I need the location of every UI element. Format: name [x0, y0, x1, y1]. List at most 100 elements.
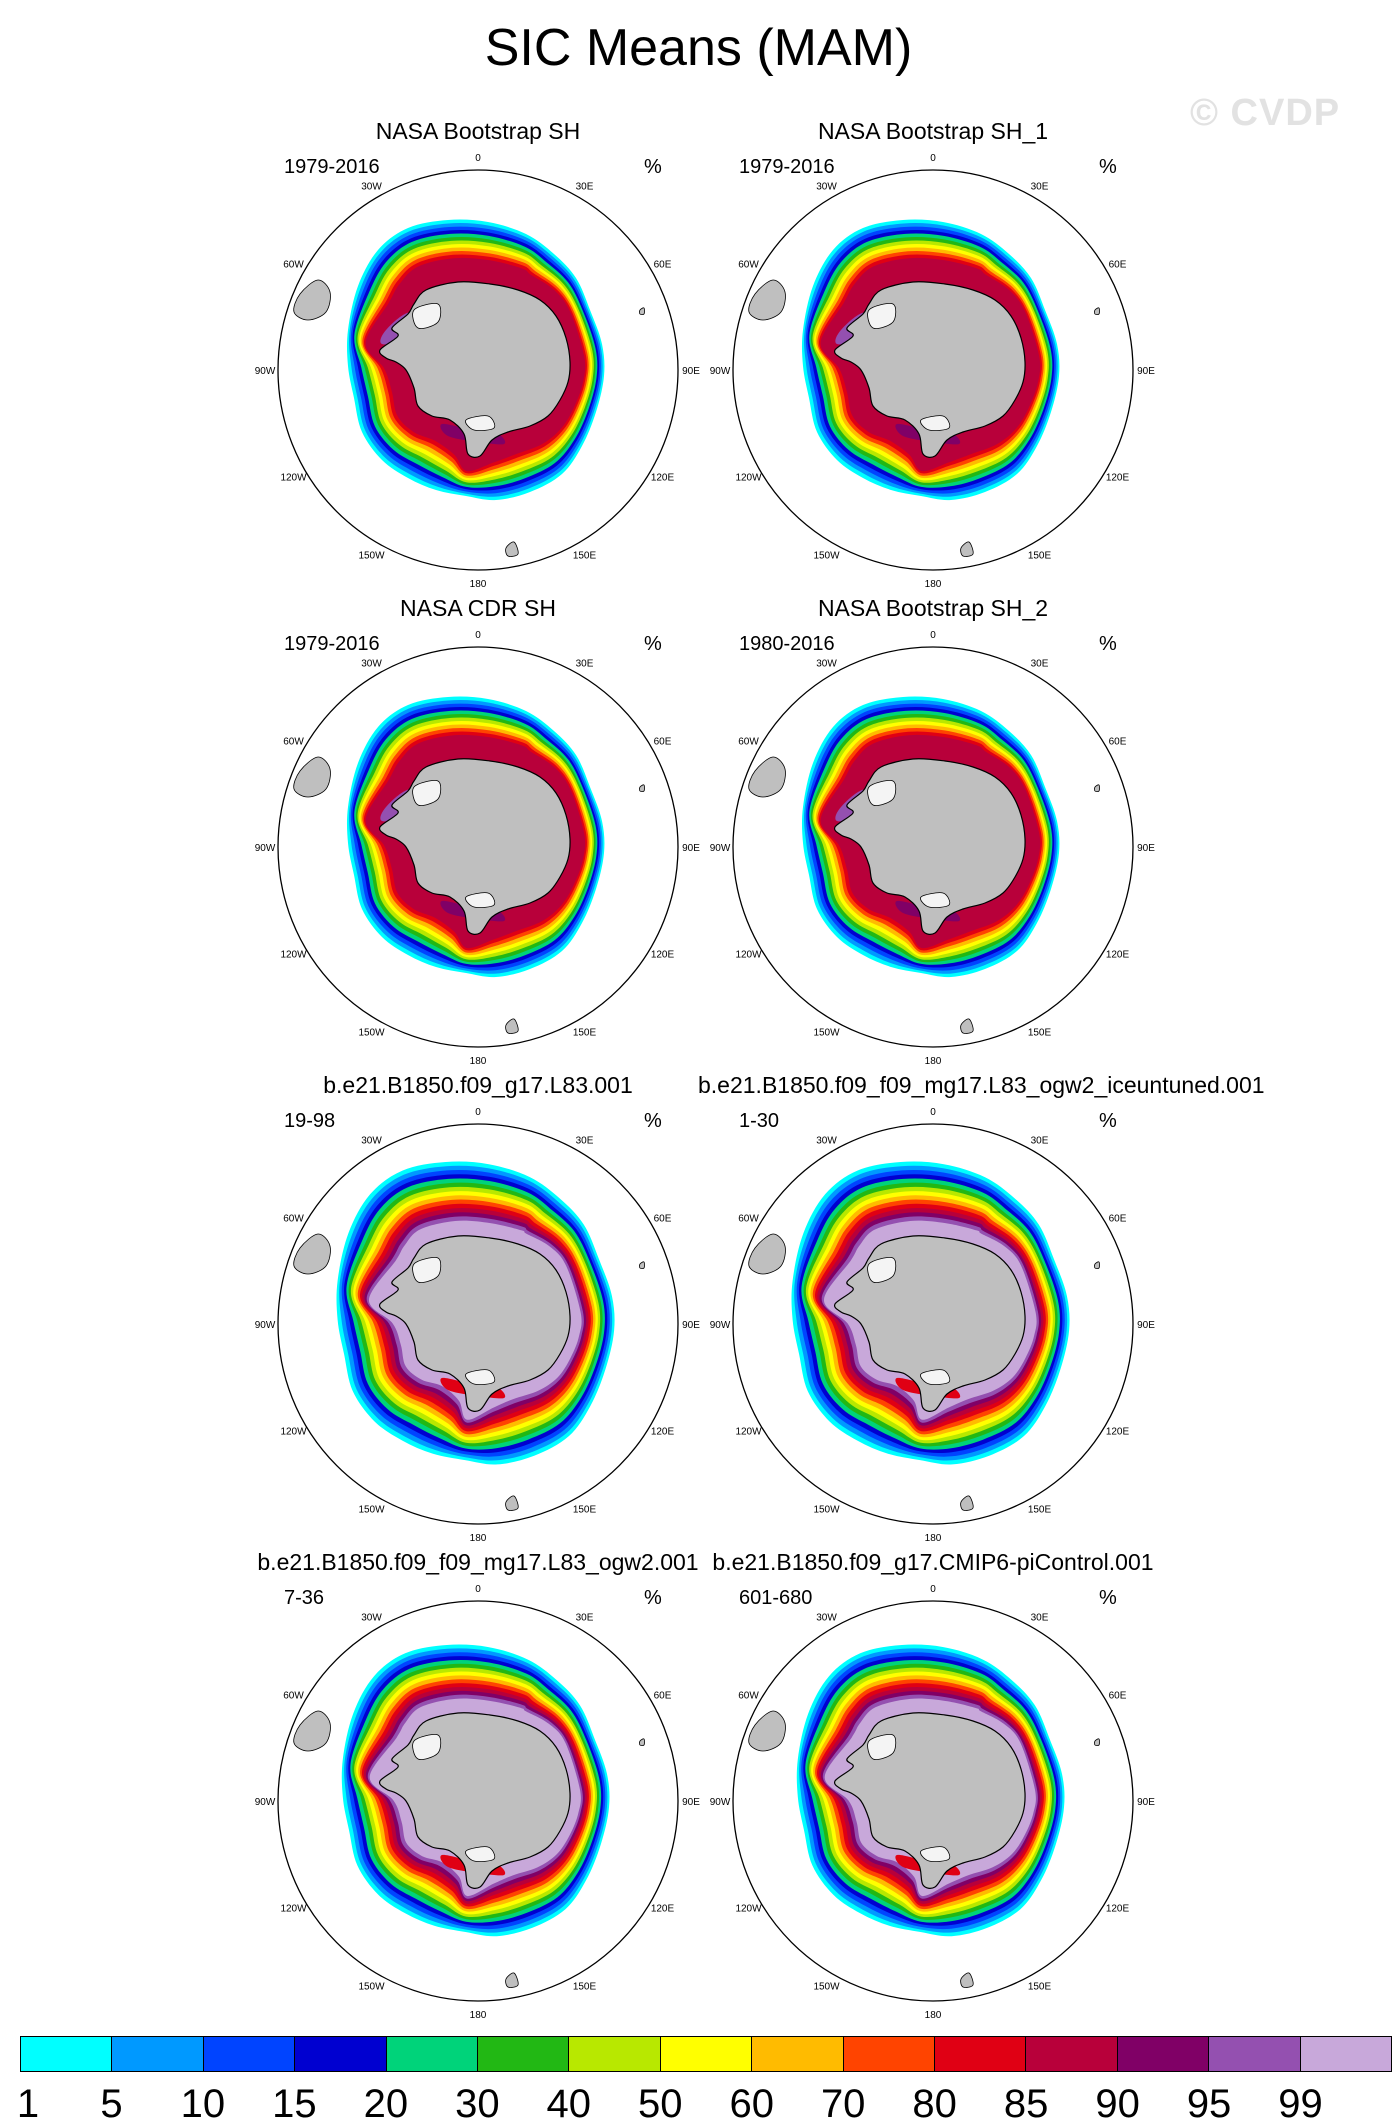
polar-map: 0 30E 60E 90E 120E 150E 180 150W 120W 90W 60W 30W [255, 630, 701, 1067]
longitude-label: 60E [654, 260, 672, 271]
ronne-ice-shelf [867, 780, 897, 806]
panel-unit: % [644, 1587, 662, 1609]
longitude-label: 180 [925, 1533, 942, 1544]
ronne-ice-shelf [412, 780, 442, 806]
panel-unit: % [1099, 1587, 1117, 1609]
longitude-label: 180 [470, 1533, 487, 1544]
polar-map: 0 30E 60E 90E 120E 150E 180 150W 120W 90W 60W 30W [255, 153, 701, 590]
colorbar-label: 30 [455, 2082, 500, 2126]
colorbar-swatch [112, 2037, 204, 2071]
colorbar-label: 99 [1278, 2082, 1323, 2126]
polar-map: 0 30E 60E 90E 120E 150E 180 150W 120W 90W 60W 30W [255, 1107, 701, 1544]
longitude-label: 150W [358, 1505, 385, 1516]
longitude-label: 150W [358, 1028, 385, 1039]
colorbar-label: 1 [16, 2082, 40, 2126]
longitude-label: 150E [1028, 1505, 1052, 1516]
colorbar-label: 10 [180, 2082, 226, 2126]
ross-ice-shelf [920, 415, 951, 431]
new-zealand-land [505, 1018, 519, 1034]
figure-title: SIC Means (MAM) [484, 19, 913, 77]
new-zealand-land [960, 1018, 974, 1034]
longitude-label: 0 [930, 1584, 936, 1595]
south-america-land [748, 1233, 786, 1275]
longitude-label: 120W [280, 950, 307, 961]
colorbar-swatch [21, 2037, 113, 2071]
colorbar-swatch [569, 2037, 661, 2071]
longitude-label: 60E [654, 737, 672, 748]
colorbar-label: 50 [638, 2082, 683, 2126]
colorbar-swatch [1209, 2037, 1301, 2071]
longitude-label: 30E [1031, 1613, 1049, 1624]
south-america-land [293, 1233, 331, 1275]
longitude-label: 120W [735, 950, 762, 961]
colorbar-label: 15 [272, 2082, 317, 2126]
longitude-label: 120W [735, 1427, 762, 1438]
map-boundary [732, 1600, 1134, 2002]
ronne-ice-shelf [867, 1734, 897, 1760]
longitude-label: 60W [283, 737, 304, 748]
longitude-label: 90E [1137, 366, 1155, 377]
panel-title: NASA CDR SH [400, 595, 556, 621]
longitude-label: 120E [1106, 1904, 1130, 1915]
new-zealand-land [960, 1972, 974, 1988]
south-america-land [748, 756, 786, 798]
longitude-label: 150E [1028, 551, 1052, 562]
ross-ice-shelf [465, 1846, 496, 1862]
longitude-label: 30E [1031, 659, 1049, 670]
longitude-label: 90W [255, 843, 276, 854]
map-boundary [277, 1123, 679, 1525]
longitude-label: 60W [283, 1691, 304, 1702]
ronne-ice-shelf [412, 1734, 442, 1760]
colorbar-swatch [1026, 2037, 1118, 2071]
new-zealand-land [960, 541, 974, 557]
longitude-label: 0 [930, 1107, 936, 1118]
ronne-ice-shelf [867, 303, 897, 329]
south-america-land [748, 279, 786, 321]
colorbar-label: 40 [546, 2082, 592, 2126]
colorbar-label: 95 [1186, 2082, 1232, 2126]
longitude-label: 90W [255, 366, 276, 377]
longitude-label: 60W [738, 260, 759, 271]
longitude-label: 60E [1109, 260, 1127, 271]
longitude-label: 150W [813, 1505, 840, 1516]
longitude-label: 90W [710, 1320, 731, 1331]
kerguelen-island [1094, 1738, 1100, 1747]
longitude-label: 0 [930, 153, 936, 164]
longitude-label: 30W [361, 182, 382, 193]
longitude-label: 90E [1137, 1797, 1155, 1808]
colorbar-swatch [660, 2037, 753, 2071]
watermark: © CVDP [1190, 92, 1341, 134]
panel-title: b.e21.B1850.f09_g17.CMIP6-piControl.001 [712, 1549, 1154, 1575]
longitude-label: 60W [738, 1214, 759, 1225]
longitude-label: 120W [280, 1904, 307, 1915]
panel-unit: % [1099, 156, 1117, 178]
kerguelen-island [1094, 784, 1100, 793]
longitude-label: 30E [576, 1136, 594, 1147]
longitude-label: 0 [475, 630, 481, 641]
panel-unit: % [1099, 1110, 1117, 1132]
ronne-ice-shelf [867, 1257, 897, 1283]
map-boundary [277, 646, 679, 1048]
longitude-label: 60E [1109, 1691, 1127, 1702]
longitude-label: 90E [1137, 1320, 1155, 1331]
longitude-label: 90W [710, 1797, 731, 1808]
longitude-label: 90W [255, 1797, 276, 1808]
colorbar-label: 90 [1095, 2082, 1140, 2126]
colorbar [20, 2036, 1392, 2072]
ross-ice-shelf [920, 892, 951, 908]
polar-map: 0 30E 60E 90E 120E 150E 180 150W 120W 90W 60W 30W [255, 1584, 701, 2021]
longitude-label: 120W [735, 473, 762, 484]
longitude-label: 150W [358, 551, 385, 562]
longitude-label: 60E [654, 1214, 672, 1225]
longitude-label: 90W [710, 843, 731, 854]
longitude-label: 150E [573, 551, 597, 562]
colorbar-swatch [386, 2037, 479, 2071]
longitude-label: 120W [280, 1427, 307, 1438]
ross-ice-shelf [465, 415, 496, 431]
longitude-label: 30W [816, 182, 837, 193]
kerguelen-island [639, 1738, 645, 1747]
colorbar-swatch [1117, 2037, 1210, 2071]
panel-title: b.e21.B1850.f09_f09_mg17.L83_ogw2.001 [257, 1549, 699, 1575]
longitude-label: 30W [361, 1613, 382, 1624]
